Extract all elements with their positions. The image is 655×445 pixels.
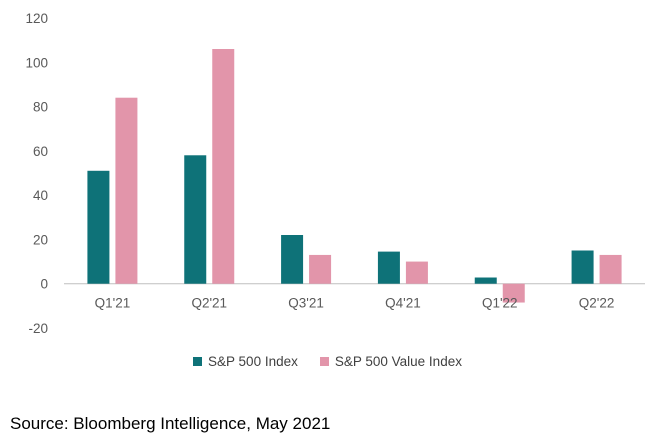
legend-label-sp500: S&P 500 Index [208, 354, 298, 369]
y-axis-ticks: -20 0 20 40 60 80 100 120 [25, 11, 48, 336]
bar-sp500 [474, 277, 497, 284]
legend-item-sp500: S&P 500 Index [193, 354, 298, 369]
bar-value [405, 261, 428, 284]
bar-sp500 [281, 235, 304, 284]
x-tick-label: Q1'21 [95, 296, 131, 311]
legend: S&P 500 Index S&P 500 Value Index [0, 354, 655, 369]
bar-sp500 [184, 155, 207, 284]
y-tick-label: 20 [33, 232, 48, 247]
x-tick-label: Q4'21 [385, 296, 421, 311]
y-tick-label: 0 [40, 277, 48, 292]
bar-value [212, 49, 235, 284]
y-tick-label: 40 [33, 188, 48, 203]
bar-sp500 [571, 250, 594, 284]
y-tick-label: -20 [28, 321, 48, 336]
bar-value [115, 97, 138, 284]
y-tick-label: 100 [25, 55, 48, 70]
x-tick-label: Q2'22 [579, 296, 615, 311]
y-tick-label: 60 [33, 144, 48, 159]
bar-sp500 [377, 251, 400, 284]
legend-label-value: S&P 500 Value Index [334, 354, 462, 369]
x-tick-label: Q1'22 [482, 296, 518, 311]
bar-value [599, 254, 622, 284]
bar-sp500 [87, 170, 110, 284]
x-tick-label: Q2'21 [191, 296, 227, 311]
legend-swatch-sp500 [193, 357, 203, 366]
bars [87, 49, 622, 303]
bar-value [502, 283, 525, 303]
legend-swatch-value [319, 357, 329, 366]
bar-value [309, 254, 332, 284]
x-axis-ticks: Q1'21 Q2'21 Q3'21 Q4'21 Q1'22 Q2'22 [95, 296, 615, 311]
y-tick-label: 120 [25, 11, 48, 26]
y-tick-label: 80 [33, 100, 48, 115]
x-tick-label: Q3'21 [288, 296, 324, 311]
source-note: Source: Bloomberg Intelligence, May 2021 [10, 414, 331, 433]
legend-item-value: S&P 500 Value Index [319, 354, 462, 369]
